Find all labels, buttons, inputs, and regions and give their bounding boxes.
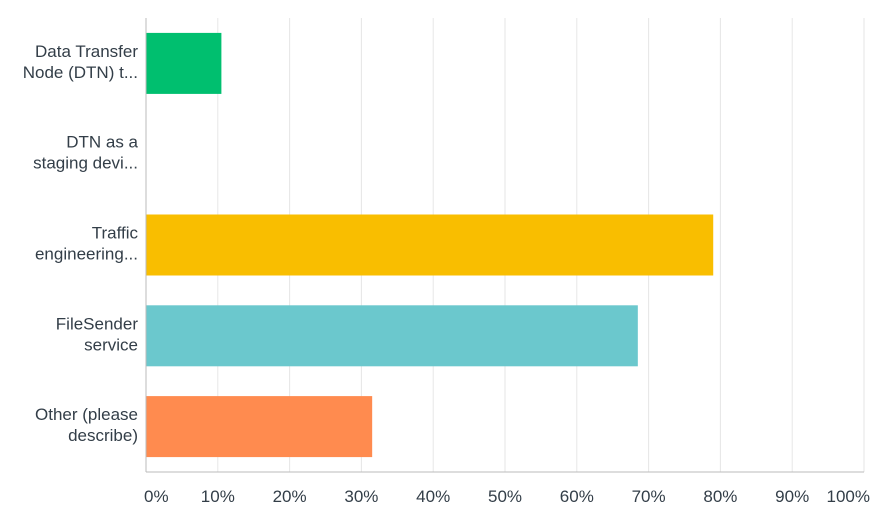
category-label-line: Traffic (92, 224, 139, 243)
bar[interactable] (146, 32, 222, 94)
category-label-line: FileSender (56, 315, 139, 334)
x-tick-label: 80% (703, 487, 737, 506)
x-tick-label: 20% (273, 487, 307, 506)
category-label-line: staging devi... (33, 154, 138, 173)
x-tick-label: 50% (488, 487, 522, 506)
category-label: Traffic engineering... (35, 224, 139, 264)
x-tick-label: 100% (827, 487, 870, 506)
x-tick-label: 10% (201, 487, 235, 506)
x-tick-label: 30% (344, 487, 378, 506)
category-label: Data Transfer Node (DTN) t... (23, 42, 139, 82)
category-label: DTN as a staging devi... (33, 133, 138, 173)
x-tick-label: 40% (416, 487, 450, 506)
x-tick-labels: 0% 10% 20% 30% 40% 50% 60% 70% 80% 90% 100% (144, 487, 870, 506)
category-label: Other (please describe) (35, 406, 138, 446)
x-tick-label: 60% (560, 487, 594, 506)
bar[interactable] (146, 305, 638, 367)
x-tick-label: 90% (775, 487, 809, 506)
axes (145, 18, 864, 473)
x-tick-label: 0% (144, 487, 169, 506)
category-label-line: service (84, 336, 138, 355)
category-label-line: Other (please (35, 406, 138, 425)
category-label-line: describe) (68, 427, 138, 446)
category-label: FileSender service (56, 315, 139, 355)
bars (146, 32, 714, 458)
category-label-line: DTN as a (66, 133, 138, 152)
category-labels: Data Transfer Node (DTN) t... DTN as a stag… (23, 42, 139, 445)
category-label-line: engineering... (35, 245, 138, 264)
x-tick-label: 70% (632, 487, 666, 506)
category-label-line: Data Transfer (35, 42, 138, 61)
bar[interactable] (146, 214, 714, 276)
bar[interactable] (146, 396, 373, 458)
category-label-line: Node (DTN) t... (23, 63, 138, 82)
